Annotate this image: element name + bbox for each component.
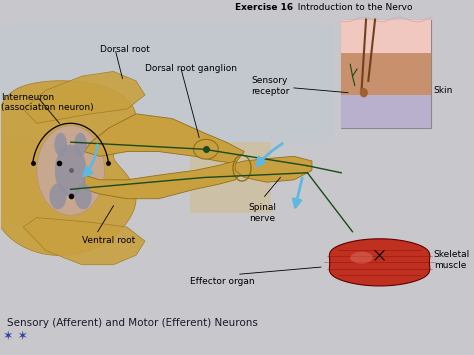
Text: Introduction to the Nervo: Introduction to the Nervo: [292, 3, 412, 12]
Polygon shape: [84, 114, 244, 163]
Ellipse shape: [193, 139, 219, 159]
Text: Skeletal
muscle: Skeletal muscle: [434, 250, 470, 270]
Polygon shape: [0, 81, 136, 255]
Polygon shape: [329, 239, 430, 286]
FancyBboxPatch shape: [341, 20, 431, 53]
Ellipse shape: [55, 133, 67, 156]
Ellipse shape: [74, 133, 87, 156]
Text: Skin: Skin: [434, 86, 453, 95]
Polygon shape: [235, 156, 312, 182]
Text: Spinal
nerve: Spinal nerve: [249, 203, 277, 223]
Ellipse shape: [37, 126, 104, 215]
Ellipse shape: [360, 88, 368, 97]
Text: Dorsal root ganglion: Dorsal root ganglion: [145, 64, 237, 73]
Ellipse shape: [350, 252, 373, 263]
FancyBboxPatch shape: [341, 53, 431, 95]
FancyBboxPatch shape: [341, 20, 431, 128]
Text: Ventral root: Ventral root: [82, 236, 135, 245]
Polygon shape: [23, 71, 145, 123]
Polygon shape: [23, 218, 145, 265]
Text: Sensory
receptor: Sensory receptor: [251, 76, 290, 95]
Ellipse shape: [75, 184, 92, 209]
Text: Exercise 16: Exercise 16: [235, 3, 293, 12]
Ellipse shape: [55, 144, 86, 196]
Ellipse shape: [49, 184, 66, 209]
Text: Sensory (Afferent) and Motor (Efferent) Neurons: Sensory (Afferent) and Motor (Efferent) …: [8, 318, 258, 328]
Text: Interneuron
(association neuron): Interneuron (association neuron): [0, 93, 93, 112]
FancyBboxPatch shape: [0, 137, 77, 222]
Polygon shape: [84, 161, 244, 199]
Text: Dorsal root: Dorsal root: [100, 45, 150, 54]
FancyBboxPatch shape: [190, 142, 271, 213]
Text: ✶ ✶: ✶ ✶: [3, 329, 28, 343]
FancyBboxPatch shape: [341, 95, 431, 128]
Text: Effector organ: Effector organ: [190, 277, 255, 285]
FancyBboxPatch shape: [0, 24, 335, 142]
